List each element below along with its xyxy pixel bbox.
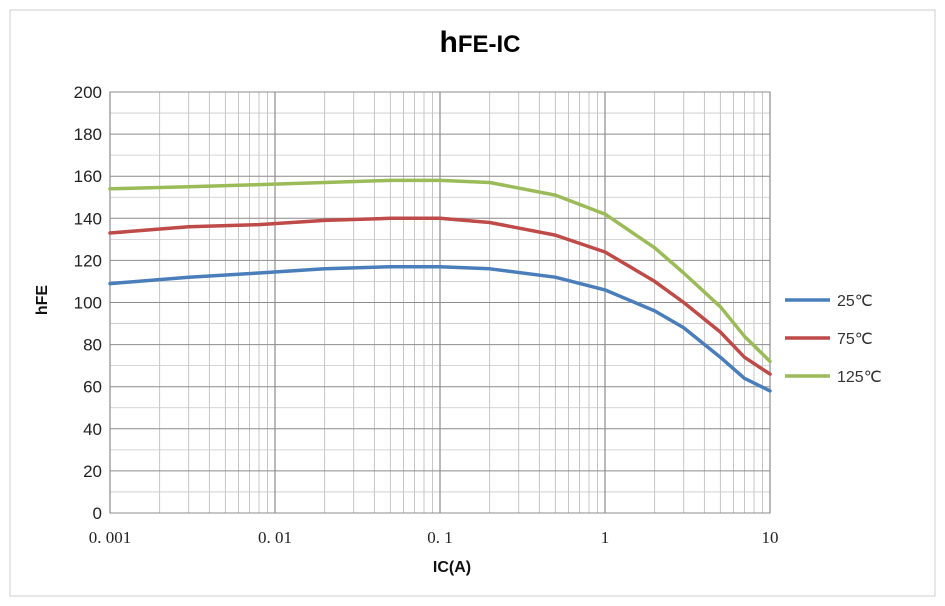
chart-title-sub: FE-IC <box>458 31 521 58</box>
series-line-2 <box>108 178 772 364</box>
y-tick-label: 120 <box>74 251 102 270</box>
chart-title-h: h <box>440 26 458 59</box>
x-tick-label: 10 <box>762 528 779 547</box>
x-axis-label: IC(A) <box>433 559 471 576</box>
y-tick-label: 80 <box>83 336 102 355</box>
y-axis-label: hFE <box>34 285 51 316</box>
y-tick-label: 180 <box>74 125 102 144</box>
x-tick-labels: 0. 001 0. 01 0. 1 1 10 <box>89 528 779 547</box>
chart-title: hFE-IC <box>440 26 521 59</box>
series-line-1 <box>108 216 772 376</box>
y-tick-label: 140 <box>74 209 102 228</box>
y-tick-label: 40 <box>83 420 102 439</box>
y-tick-label: 0 <box>93 504 102 523</box>
legend-label: 75℃ <box>837 331 873 348</box>
x-tick-label: 0. 1 <box>427 528 453 547</box>
x-tick-label: 0. 01 <box>258 528 292 547</box>
y-tick-label: 100 <box>74 294 102 313</box>
y-tick-label: 20 <box>83 462 102 481</box>
legend-label: 25℃ <box>837 293 873 310</box>
x-tick-label: 1 <box>601 528 610 547</box>
y-tick-label: 160 <box>74 167 102 186</box>
plot-grid <box>109 91 771 514</box>
y-tick-label: 200 <box>74 83 102 102</box>
y-tick-labels: 0 20 40 60 80 100 120 140 160 180 200 <box>74 83 102 523</box>
x-tick-label: 0. 001 <box>89 528 132 547</box>
legend: 25℃ 75℃ 125℃ <box>785 293 882 386</box>
series-line-0 <box>108 264 772 393</box>
series-lines <box>108 178 772 393</box>
legend-label: 125℃ <box>837 369 882 386</box>
y-tick-label: 60 <box>83 378 102 397</box>
